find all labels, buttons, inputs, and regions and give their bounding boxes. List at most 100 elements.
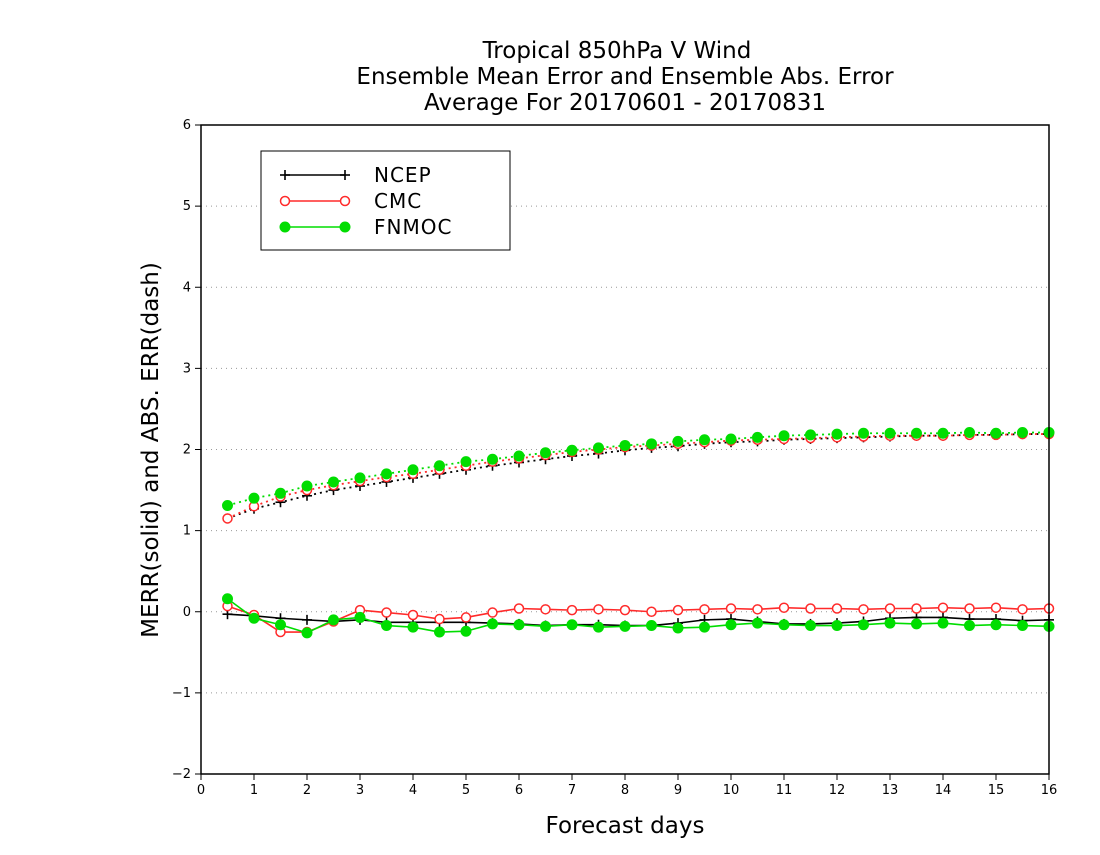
x-tick-label: 14 xyxy=(935,783,952,798)
merr-point xyxy=(725,603,737,614)
x-tick-label: 9 xyxy=(674,783,682,798)
abs-err-point xyxy=(513,450,525,462)
series-abs-err-line xyxy=(227,431,1049,507)
merr-point xyxy=(381,620,392,632)
merr-point xyxy=(460,625,472,637)
merr-point xyxy=(328,614,339,626)
abs-err-point xyxy=(222,513,233,524)
merr-point xyxy=(619,620,631,632)
abs-err-point xyxy=(725,433,737,445)
merr-point xyxy=(354,611,366,623)
abs-err-point xyxy=(646,438,657,450)
merr-point xyxy=(964,603,975,614)
merr-point xyxy=(831,603,843,614)
series-merr-line xyxy=(227,598,1050,634)
merr-point xyxy=(778,602,790,613)
abs-err-point xyxy=(407,464,419,476)
merr-point xyxy=(513,619,525,631)
abs-err-point xyxy=(328,476,339,488)
abs-err-point xyxy=(460,456,472,468)
legend-marker-left xyxy=(279,221,291,233)
merr-point xyxy=(778,619,790,631)
merr-point xyxy=(381,607,392,618)
legend-marker-right xyxy=(339,221,351,233)
merr-point xyxy=(805,603,816,614)
merr-point xyxy=(540,620,551,632)
merr-point xyxy=(593,604,604,615)
abs-err-point xyxy=(301,480,313,492)
merr-point xyxy=(990,602,1002,613)
abs-err-point xyxy=(964,426,975,438)
merr-point xyxy=(937,617,949,629)
series-layer xyxy=(222,426,1055,639)
x-tick-label: 4 xyxy=(409,783,417,798)
abs-err-point xyxy=(752,431,763,443)
y-tick-label: 3 xyxy=(183,361,191,376)
chart-title-line-3: Average For 20170601 - 20170831 xyxy=(424,90,826,116)
merr-point xyxy=(301,627,313,639)
legend-marker-right xyxy=(339,195,351,207)
merr-point xyxy=(911,618,922,630)
merr-point xyxy=(646,606,657,617)
x-tick-label: 15 xyxy=(988,783,1005,798)
abs-err-point xyxy=(566,444,578,456)
abs-err-point xyxy=(831,428,843,440)
abs-err-point xyxy=(805,429,816,441)
merr-point xyxy=(646,620,657,632)
legend-marker-left xyxy=(280,170,290,180)
merr-point xyxy=(248,612,260,624)
abs-err-point xyxy=(990,427,1002,439)
abs-err-point xyxy=(540,447,551,459)
legend-item-fnmoc: FNMOC xyxy=(279,215,451,239)
abs-err-point xyxy=(434,460,445,472)
legend-label: NCEP xyxy=(374,163,432,187)
series-abs-err-line xyxy=(227,433,1049,520)
abs-err-point xyxy=(248,492,260,504)
abs-err-point xyxy=(619,439,631,451)
merr-point xyxy=(752,617,763,629)
abs-err-point xyxy=(884,427,896,439)
merr-point xyxy=(434,613,445,625)
abs-err-point xyxy=(593,442,604,454)
merr-point xyxy=(566,619,578,631)
abs-err-point xyxy=(1017,426,1028,438)
y-axis-label: MERR(solid) and ABS. ERR(dash) xyxy=(138,262,164,638)
merr-point xyxy=(275,619,286,631)
x-tick-label: 1 xyxy=(250,783,258,798)
x-tick-label: 16 xyxy=(1041,783,1058,798)
x-tick-label: 2 xyxy=(303,783,311,798)
abs-err-point xyxy=(222,499,233,511)
merr-point xyxy=(884,603,896,614)
legend-item-ncep: NCEP xyxy=(280,163,432,187)
merr-point xyxy=(540,604,551,615)
x-tick-label: 8 xyxy=(621,783,629,798)
y-tick-label: −2 xyxy=(172,767,191,782)
merr-point xyxy=(513,603,525,614)
chart-title-line-1: Tropical 850hPa V Wind xyxy=(482,38,752,64)
abs-err-point xyxy=(672,435,684,447)
x-tick-label: 3 xyxy=(356,783,364,798)
series-cmc xyxy=(222,428,1055,638)
y-tick-label: 0 xyxy=(183,605,191,620)
series-ncep xyxy=(222,429,1054,631)
merr-point xyxy=(805,620,816,632)
series-abs-err-line xyxy=(227,433,1049,520)
merr-point xyxy=(964,620,975,632)
x-tick-label: 12 xyxy=(829,783,846,798)
merr-point xyxy=(990,619,1002,631)
y-tick-label: 6 xyxy=(183,118,191,133)
legend-item-cmc: CMC xyxy=(279,189,421,213)
merr-point xyxy=(1017,604,1028,615)
x-tick-label: 10 xyxy=(723,783,740,798)
abs-err-point xyxy=(699,434,710,446)
y-tick-label: 5 xyxy=(183,199,191,214)
merr-point xyxy=(672,604,684,616)
merr-point xyxy=(937,602,949,613)
merr-point xyxy=(1017,620,1028,632)
series-fnmoc xyxy=(222,426,1055,639)
x-tick-label: 0 xyxy=(197,783,205,798)
